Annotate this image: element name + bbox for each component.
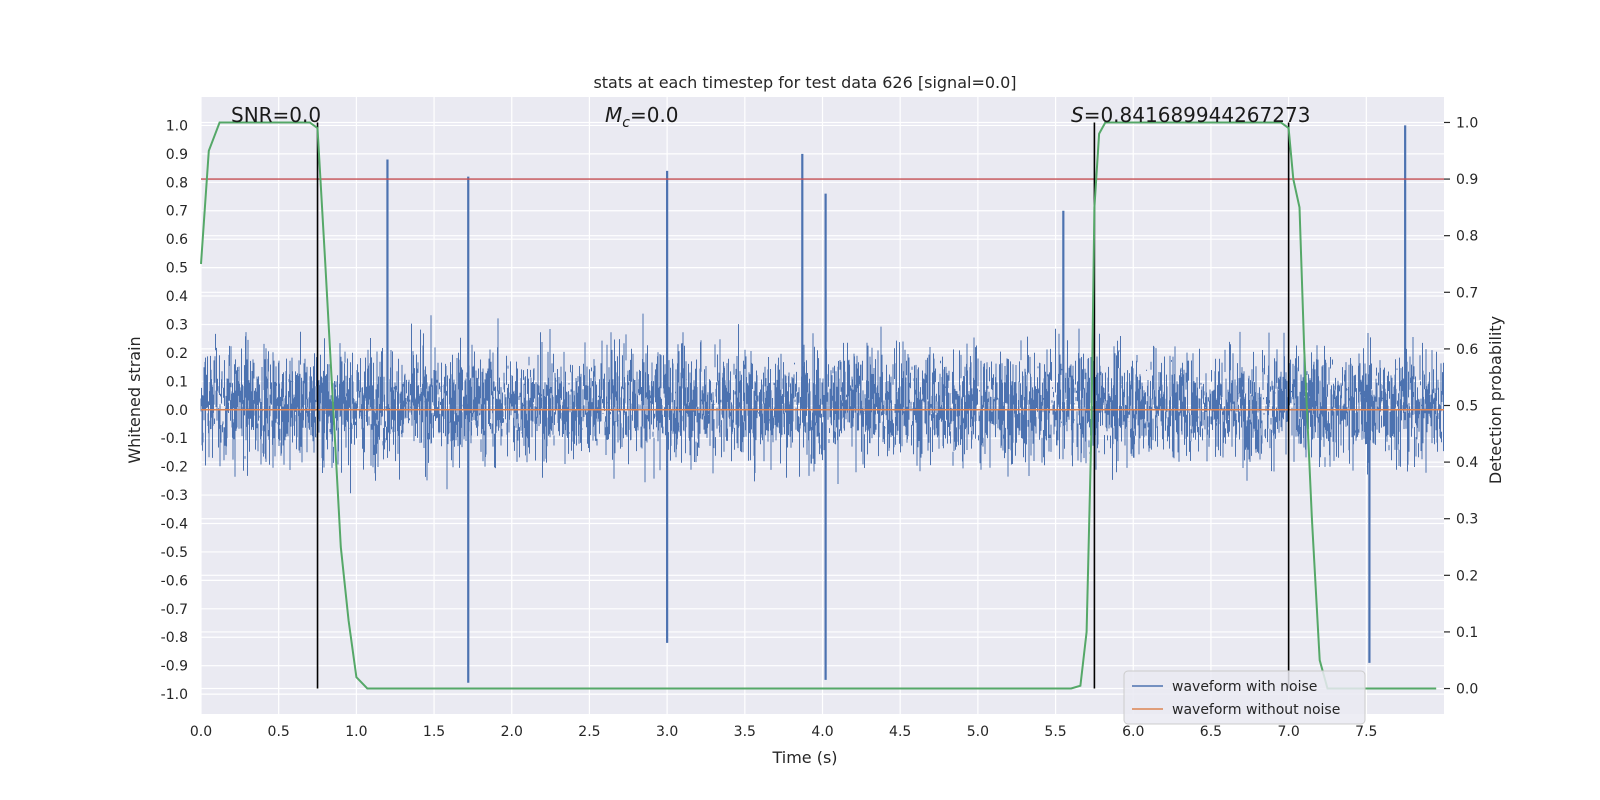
y-axis-left-label: Whitened strain	[125, 336, 144, 463]
y-axis-right-label: Detection probability	[1486, 316, 1505, 484]
y-left-tick-label: 1.0	[166, 118, 188, 134]
y-left-tick-label: 0.7	[166, 204, 188, 220]
y-right-tick-label: 0.5	[1456, 399, 1478, 415]
y-left-tick-label: -0.7	[161, 602, 188, 618]
x-tick-label: 4.0	[811, 724, 833, 740]
x-tick-label: 3.0	[656, 724, 678, 740]
y-right-tick-label: 0.9	[1456, 172, 1478, 188]
x-tick-label: 3.5	[734, 724, 756, 740]
x-tick-label: 1.0	[345, 724, 367, 740]
y-left-tick-label: -0.8	[161, 630, 188, 646]
waveform-noise-trace	[200, 313, 1444, 494]
y-left-tick-label: 0.3	[166, 317, 188, 333]
x-tick-label: 0.0	[190, 724, 212, 740]
y-left-tick-label: 0.2	[166, 346, 188, 362]
y-right-tick-label: 0.7	[1456, 285, 1478, 301]
x-tick-label: 4.5	[889, 724, 911, 740]
legend-label-with-noise: waveform with noise	[1172, 679, 1317, 695]
y-left-tick-label: 0.0	[166, 403, 188, 419]
x-tick-label: 1.5	[423, 724, 445, 740]
y-left-tick-label: 0.8	[166, 175, 188, 191]
y-left-tick-label: -0.5	[161, 545, 188, 561]
y-right-tick-label: 1.0	[1456, 115, 1478, 131]
y-left-tick-label: 0.5	[166, 261, 188, 277]
y-right-tick-label: 0.0	[1456, 682, 1478, 698]
annotation-snr: SNR=0.0	[231, 103, 321, 127]
annotation-chirp-mass-symbol: M	[605, 103, 622, 127]
series-detection-probability	[200, 121, 1437, 690]
y-left-tick-label: -1.0	[161, 687, 188, 703]
y-left-tick-label: -0.9	[161, 659, 188, 675]
x-tick-label: 2.5	[578, 724, 600, 740]
x-tick-label: 6.5	[1200, 724, 1222, 740]
legend-label-without-noise: waveform without noise	[1172, 702, 1340, 718]
x-tick-label: 6.0	[1122, 724, 1144, 740]
annotation-chirp-mass: Mc=0.0	[605, 103, 679, 131]
y-left-tick-label: 0.4	[166, 289, 188, 305]
annotation-chirp-mass-subscript: c	[622, 115, 630, 131]
y-right-tick-label: 0.6	[1456, 342, 1478, 358]
y-right-tick-label: 0.4	[1456, 455, 1478, 471]
annotation-s-value: =0.841689944267273	[1084, 103, 1311, 127]
annotation-chirp-mass-value: =0.0	[630, 103, 679, 127]
y-right-tick-label: 0.2	[1456, 568, 1478, 584]
x-tick-label: 5.5	[1044, 724, 1066, 740]
chart-title: stats at each timestep for test data 626…	[593, 73, 1016, 92]
x-axis-label: Time (s)	[771, 748, 837, 767]
legend-box	[1123, 670, 1366, 725]
y-left-tick-label: -0.4	[161, 516, 188, 532]
y-right-tick-label: 0.1	[1456, 625, 1478, 641]
y-left-tick-label: -0.1	[161, 431, 188, 447]
y-left-tick-label: 0.1	[166, 374, 188, 390]
legend: waveform with noise waveform without noi…	[1123, 670, 1366, 725]
y-left-tick-label: -0.3	[161, 488, 188, 504]
y-left-tick-label: 0.6	[166, 232, 188, 248]
x-tick-label: 2.0	[501, 724, 523, 740]
x-tick-label: 5.0	[967, 724, 989, 740]
y-left-tick-label: -0.2	[161, 460, 188, 476]
x-tick-label: 7.0	[1277, 724, 1299, 740]
series-waveform-with-noise	[200, 125, 1444, 683]
annotation-s-symbol: S	[1071, 103, 1084, 127]
y-left-tick-label: 0.9	[166, 147, 188, 163]
y-left-tick-label: -0.6	[161, 573, 188, 589]
annotation-s: S=0.841689944267273	[1071, 103, 1310, 127]
x-tick-label: 7.5	[1355, 724, 1377, 740]
y-right-tick-label: 0.8	[1456, 229, 1478, 245]
y-right-tick-label: 0.3	[1456, 512, 1478, 528]
x-tick-label: 0.5	[268, 724, 290, 740]
